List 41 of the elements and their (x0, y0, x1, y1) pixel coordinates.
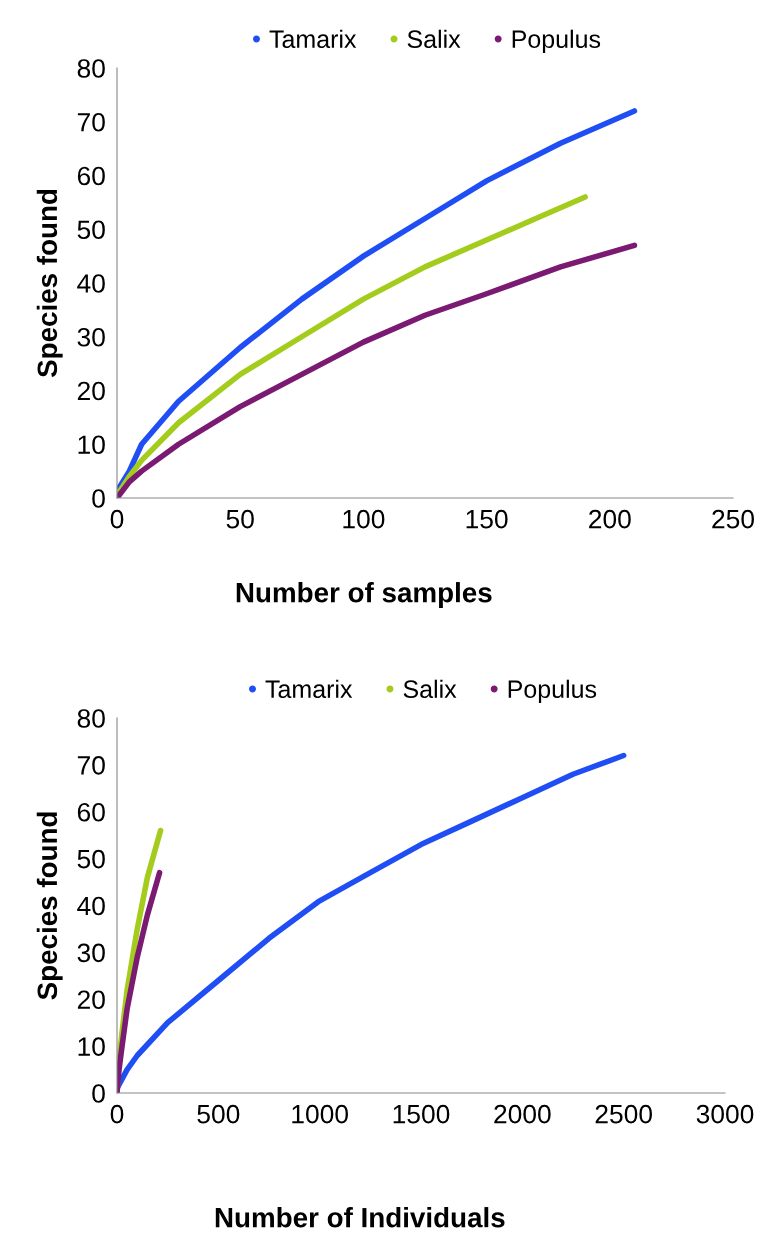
y-tick-label: 50 (77, 220, 105, 240)
x-tick-label: 2000 (494, 1104, 551, 1124)
y-axis-title: Species found (36, 189, 63, 378)
legend-label: Tamarix (265, 679, 353, 699)
y-tick-label: 20 (77, 990, 105, 1010)
y-tick-label: 70 (77, 756, 105, 775)
x-tick-label: 500 (197, 1104, 240, 1124)
legend-label: Salix (407, 29, 461, 49)
x-tick-label: 1000 (292, 1104, 348, 1124)
x-tick-label: 1500 (393, 1104, 450, 1124)
y-tick-label: 80 (77, 709, 105, 728)
x-tick-label: 3000 (696, 1104, 754, 1124)
x-tick-label: 100 (343, 509, 385, 529)
y-tick-label: 10 (78, 435, 105, 455)
y-axis-title: Species found (36, 812, 63, 1000)
x-tick-label: 250 (712, 509, 754, 529)
x-tick-label: 2500 (595, 1104, 652, 1124)
x-axis-title: Number of samples (236, 582, 492, 608)
y-tick-label: 60 (77, 166, 105, 186)
y-tick-label: 30 (77, 943, 105, 963)
x-tick-label: 0 (110, 509, 124, 529)
y-tick-label: 40 (77, 274, 105, 293)
legend-label: Populus (508, 679, 597, 703)
y-tick-label: 80 (77, 59, 105, 78)
legend-label: Salix (403, 679, 457, 699)
y-tick-label: 0 (92, 489, 105, 508)
legend-label: Populus (512, 29, 601, 53)
x-tick-label: 0 (110, 1104, 124, 1124)
x-tick-label: 50 (226, 509, 254, 529)
x-tick-label: 200 (589, 509, 631, 529)
y-tick-label: 0 (92, 1084, 105, 1103)
y-tick-label: 10 (78, 1037, 105, 1056)
y-tick-label: 60 (77, 802, 105, 822)
x-tick-label: 150 (466, 509, 508, 529)
legend-label: Tamarix (269, 29, 357, 49)
y-tick-label: 30 (77, 327, 105, 347)
y-tick-label: 20 (77, 381, 105, 401)
y-tick-label: 70 (77, 112, 105, 132)
x-axis-title: Number of Individuals (215, 1207, 505, 1228)
y-tick-label: 50 (77, 849, 105, 869)
y-tick-label: 40 (77, 896, 105, 916)
